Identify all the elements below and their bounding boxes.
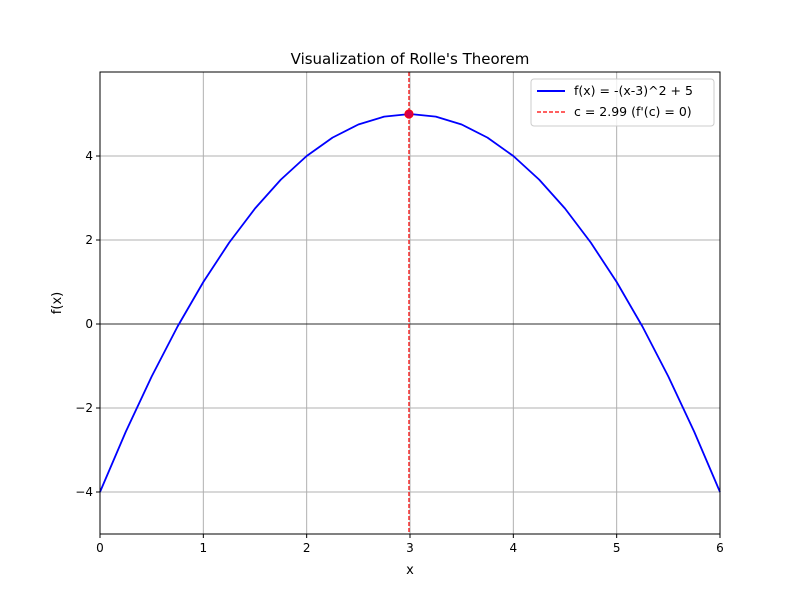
x-axis-label: x	[406, 563, 414, 578]
x-tick-label: 1	[200, 541, 208, 555]
x-tick-label: 0	[96, 541, 104, 555]
y-tick-label: 4	[85, 149, 93, 163]
legend-box	[530, 78, 715, 127]
legend: f(x) = -(x-3)^2 + 5 c = 2.99 (f'(c) = 0)	[530, 78, 715, 127]
y-axis-ticks: −4 −2 0 2 4	[75, 149, 100, 499]
y-tick-label: −2	[75, 401, 93, 415]
y-tick-label: −4	[75, 485, 93, 499]
x-axis-ticks: 0 1 2 3 4 5 6	[96, 534, 724, 555]
y-tick-label: 2	[85, 233, 93, 247]
plot-series	[99, 72, 721, 534]
x-tick-label: 4	[510, 541, 518, 555]
x-tick-label: 6	[716, 541, 724, 555]
x-tick-label: 2	[303, 541, 311, 555]
legend-label-parabola: f(x) = -(x-3)^2 + 5	[574, 83, 693, 98]
y-tick-label: 0	[85, 317, 93, 331]
critical-point-marker	[404, 109, 414, 119]
y-axis-label: f(x)	[50, 292, 65, 314]
x-tick-label: 3	[406, 541, 414, 555]
legend-label-critical-line: c = 2.99 (f'(c) = 0)	[574, 104, 692, 119]
chart-title: Visualization of Rolle's Theorem	[291, 50, 530, 68]
x-tick-label: 5	[613, 541, 621, 555]
